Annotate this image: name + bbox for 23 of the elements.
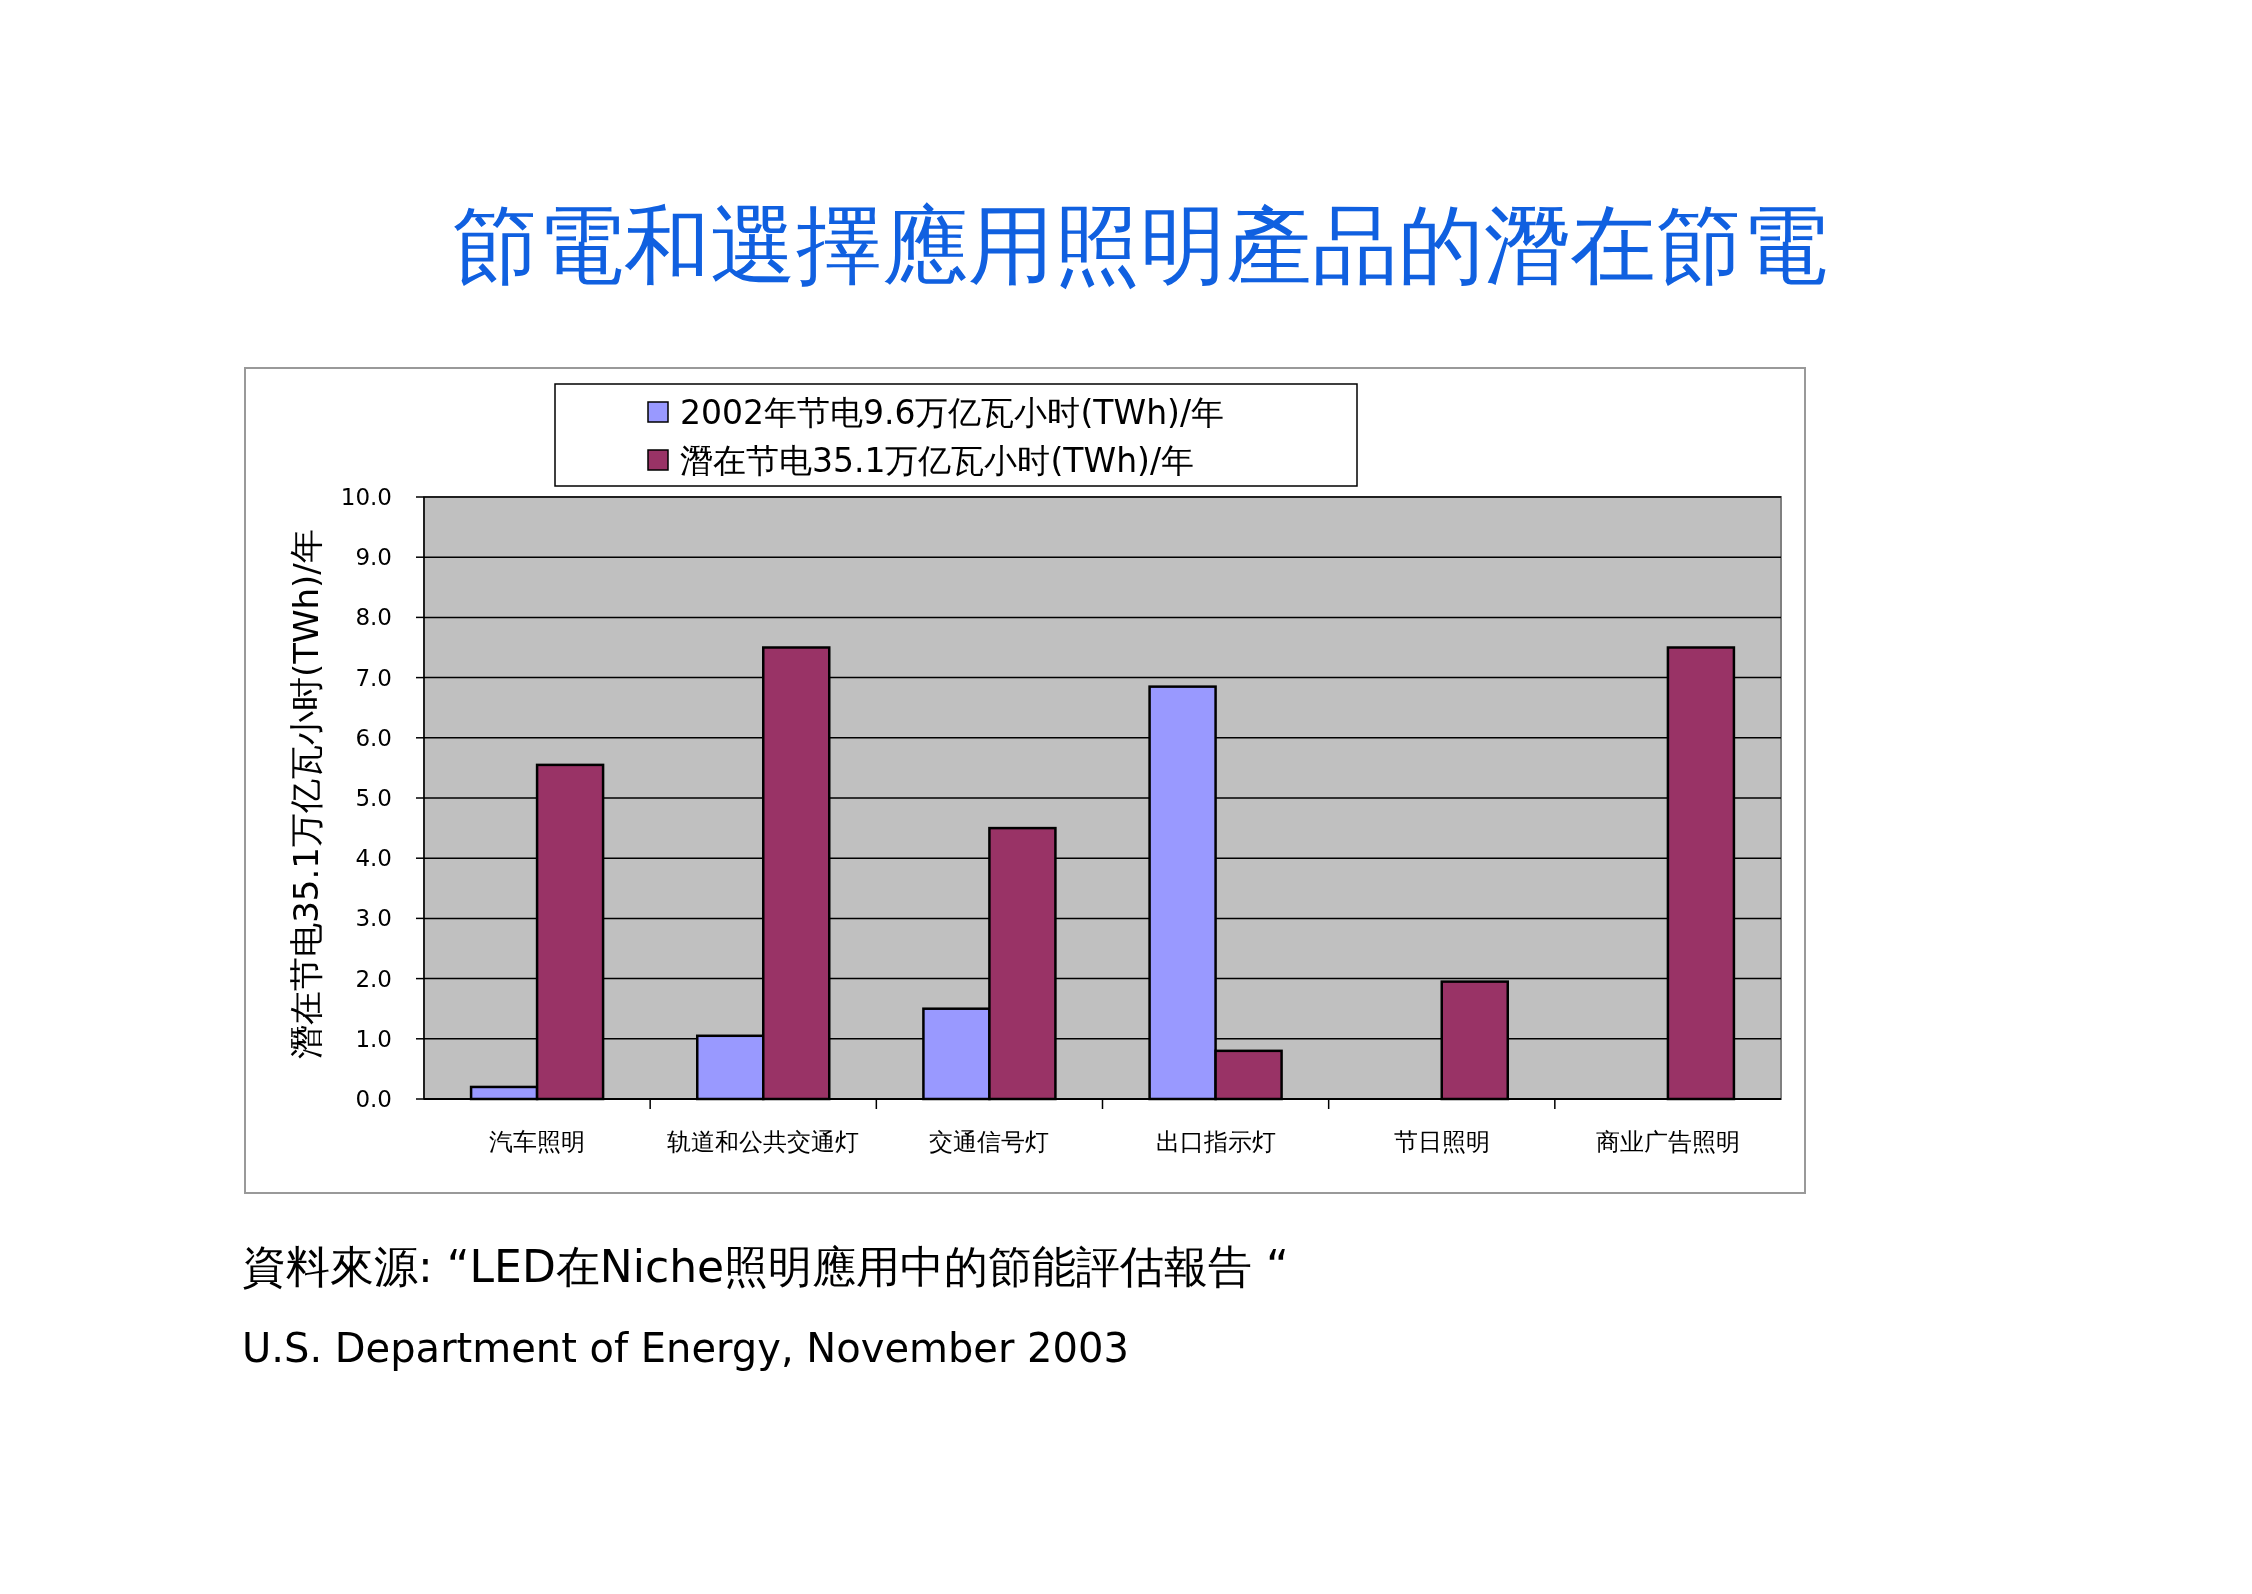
y-tick-label: 0.0 — [355, 1086, 392, 1112]
y-tick-label: 6.0 — [355, 724, 392, 751]
x-tick-label: 交通信号灯 — [929, 1128, 1050, 1156]
chart-title: 節電和選擇應用照明產品的潛在節電 — [452, 195, 1828, 295]
legend-label: 潛在节电35.1万亿瓦小时(TWh)/年 — [680, 441, 1195, 480]
y-tick-label: 3.0 — [355, 905, 392, 932]
text: U.S. Department of Energy, November 2003 — [242, 1325, 1129, 1371]
y-tick-label: 9.0 — [355, 544, 392, 571]
x-tick-label: 汽车照明 — [489, 1128, 586, 1156]
x-tick-label: 节日照明 — [1393, 1128, 1490, 1156]
y-tick-label: 5.0 — [355, 785, 392, 811]
x-tick-label: 出口指示灯 — [1155, 1128, 1276, 1156]
y-tick-label: 1.0 — [355, 1025, 392, 1052]
y-tick-label: 8.0 — [355, 604, 392, 631]
y-tick-label: 2.0 — [355, 965, 392, 992]
source-note: 資料來源: “LED在Niche照明應用中的節能評估報告 “ — [242, 1241, 1289, 1292]
y-axis-title: 潛在节电35.1万亿瓦小时(TWh)/年 — [286, 529, 326, 1059]
x-tick-label: 轨道和公共交通灯 — [667, 1128, 860, 1156]
x-tick-label: 商业广告照明 — [1595, 1128, 1740, 1156]
y-tick-label: 10.0 — [340, 484, 392, 510]
y-tick-label: 4.0 — [355, 845, 392, 872]
y-tick-label: 7.0 — [355, 664, 392, 691]
legend-label: 2002年节电9.6万亿瓦小时(TWh)/年 — [680, 393, 1225, 432]
